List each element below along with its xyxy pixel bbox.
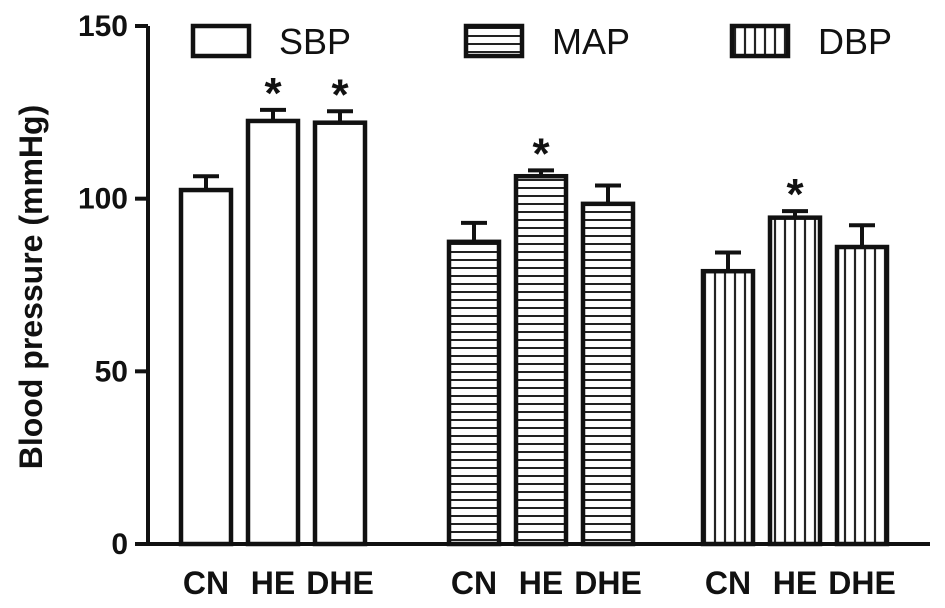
y-tick-label: 150 bbox=[78, 10, 128, 43]
legend-label-dbp: DBP bbox=[818, 21, 892, 62]
legend-swatch-dbp bbox=[729, 23, 791, 59]
labels: CN * HE * DHE CN * HE DHE CN * HE DHE bbox=[183, 69, 896, 601]
bar-dbp-he bbox=[767, 215, 823, 547]
significance-star: * bbox=[264, 69, 282, 118]
x-tick-label: HE bbox=[519, 565, 563, 601]
x-tick-label: DHE bbox=[574, 565, 642, 601]
bars bbox=[178, 107, 890, 547]
significance-star: * bbox=[532, 129, 550, 178]
legend-swatch-map bbox=[463, 23, 525, 59]
x-tick-label: CN bbox=[183, 565, 229, 601]
bar-sbp-dhe bbox=[312, 120, 368, 547]
x-tick-label: HE bbox=[251, 565, 295, 601]
bar-dbp-dhe bbox=[834, 244, 890, 547]
bar-sbp-cn bbox=[178, 187, 234, 547]
y-tick-label: 50 bbox=[95, 355, 128, 388]
bar-sbp-he bbox=[245, 118, 301, 547]
legend-swatch-sbp bbox=[190, 23, 252, 59]
legend: SBP MAP DBP bbox=[190, 21, 892, 62]
x-tick-label: CN bbox=[451, 565, 497, 601]
x-tick-label: DHE bbox=[828, 565, 896, 601]
legend-label-map: MAP bbox=[552, 21, 630, 62]
y-axis-label: Blood pressure (mmHg) bbox=[13, 105, 49, 469]
bar-map-he bbox=[513, 173, 569, 547]
legend-label-sbp: SBP bbox=[279, 21, 351, 62]
x-tick-label: HE bbox=[773, 565, 817, 601]
y-tick-label: 0 bbox=[111, 528, 128, 561]
bar-dbp-cn bbox=[700, 268, 756, 547]
bar-map-cn bbox=[446, 239, 502, 547]
x-tick-label: DHE bbox=[306, 565, 374, 601]
y-tick-label: 100 bbox=[78, 183, 128, 216]
significance-star: * bbox=[786, 170, 804, 219]
significance-star: * bbox=[331, 70, 349, 119]
bar-map-dhe bbox=[580, 201, 636, 547]
x-tick-label: CN bbox=[705, 565, 751, 601]
